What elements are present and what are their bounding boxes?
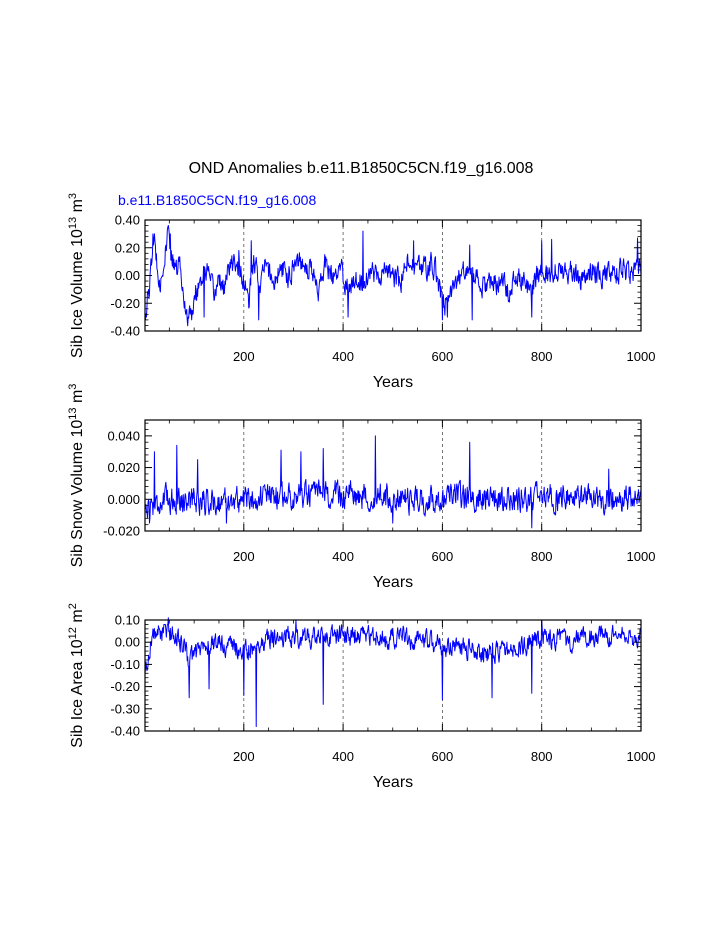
x-tick-label: 400 bbox=[332, 549, 354, 564]
x-tick-label: 600 bbox=[432, 349, 454, 364]
x-tick-label: 400 bbox=[332, 749, 354, 764]
x-axis-title: Years bbox=[373, 774, 413, 791]
series-label: b.e11.B1850C5CN.f19_g16.008 bbox=[118, 192, 316, 208]
y-tick-label: -0.40 bbox=[110, 324, 140, 339]
y-axis-title: Sib Snow Volume 1013 m3 bbox=[67, 384, 86, 568]
y-tick-label: -0.20 bbox=[110, 296, 140, 311]
y-tick-label: 0.00 bbox=[115, 635, 140, 650]
y-tick-label: -0.10 bbox=[110, 657, 140, 672]
y-tick-label: 0.000 bbox=[107, 492, 140, 507]
x-tick-label: 200 bbox=[233, 349, 255, 364]
y-tick-label: -0.40 bbox=[110, 724, 140, 739]
x-tick-label: 200 bbox=[233, 549, 255, 564]
y-axis-title: Sib Ice Volume 1013 m3 bbox=[67, 193, 86, 358]
y-tick-label: 0.10 bbox=[115, 613, 140, 628]
series-line bbox=[144, 617, 642, 728]
y-tick-label: 0.00 bbox=[115, 268, 140, 283]
x-axis-title: Years bbox=[373, 574, 413, 591]
y-tick-label: -0.20 bbox=[110, 679, 140, 694]
x-tick-label: 400 bbox=[332, 349, 354, 364]
figure-title: OND Anomalies b.e11.B1850C5CN.f19_g16.00… bbox=[189, 160, 534, 177]
x-tick-label: 600 bbox=[432, 749, 454, 764]
x-tick-label: 200 bbox=[233, 749, 255, 764]
x-tick-label: 800 bbox=[531, 349, 553, 364]
y-tick-label: 0.040 bbox=[107, 428, 140, 443]
x-tick-label: 600 bbox=[432, 549, 454, 564]
series-line bbox=[144, 435, 642, 529]
series-line bbox=[144, 224, 642, 327]
x-tick-label: 800 bbox=[531, 749, 553, 764]
x-tick-label: 1000 bbox=[627, 749, 656, 764]
y-tick-label: 0.020 bbox=[107, 460, 140, 475]
y-tick-label: -0.020 bbox=[103, 524, 140, 539]
y-tick-label: 0.40 bbox=[115, 213, 140, 228]
x-axis-title: Years bbox=[373, 374, 413, 391]
y-axis-title: Sib Ice Area 1012 m2 bbox=[67, 603, 86, 748]
y-tick-label: 0.20 bbox=[115, 240, 140, 255]
x-tick-label: 1000 bbox=[627, 349, 656, 364]
x-tick-label: 800 bbox=[531, 549, 553, 564]
x-tick-label: 1000 bbox=[627, 549, 656, 564]
y-tick-label: -0.30 bbox=[110, 701, 140, 716]
